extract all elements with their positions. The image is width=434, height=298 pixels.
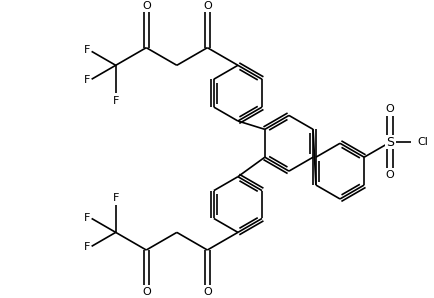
- Text: O: O: [142, 1, 151, 10]
- Text: F: F: [83, 212, 90, 223]
- Text: O: O: [142, 287, 151, 297]
- Text: F: F: [83, 46, 90, 55]
- Text: F: F: [112, 193, 119, 203]
- Text: F: F: [83, 242, 90, 252]
- Text: O: O: [203, 1, 212, 10]
- Text: O: O: [385, 105, 394, 114]
- Text: F: F: [112, 96, 119, 106]
- Text: O: O: [385, 170, 394, 180]
- Text: O: O: [203, 287, 212, 297]
- Text: Cl: Cl: [418, 137, 429, 147]
- Text: F: F: [83, 75, 90, 85]
- Text: S: S: [386, 136, 394, 149]
